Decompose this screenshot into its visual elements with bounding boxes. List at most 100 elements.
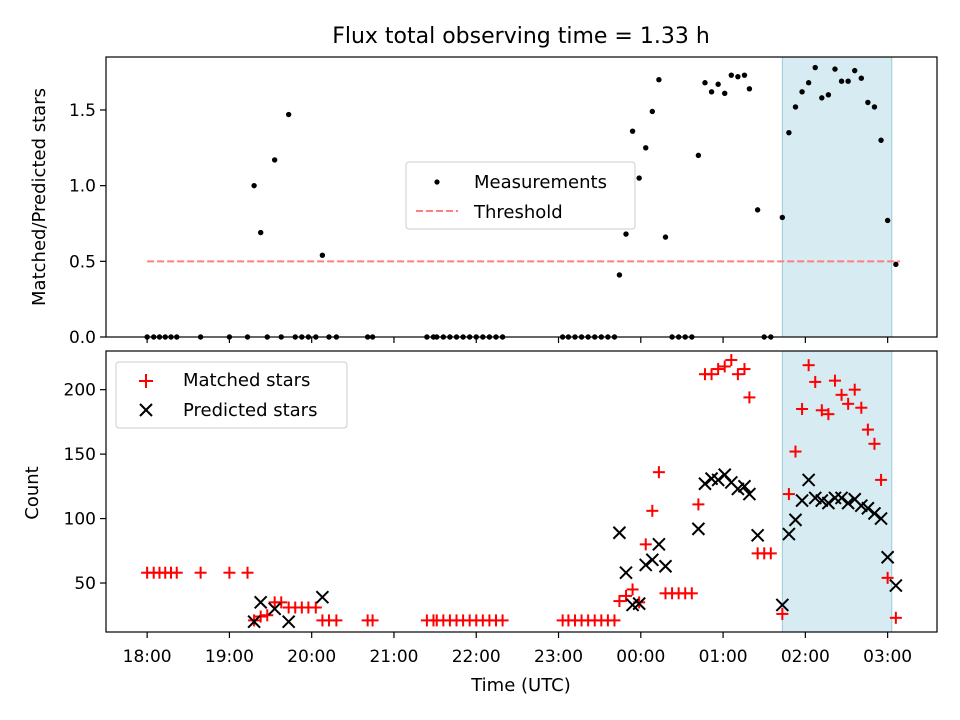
matched-star-point — [496, 614, 509, 627]
measurement-point — [754, 207, 761, 213]
matched-star-point — [789, 445, 802, 458]
matched-star-point — [828, 374, 841, 387]
predicted-star-point — [867, 506, 882, 521]
matched-star-point — [764, 547, 777, 560]
measurement-point — [741, 72, 748, 78]
x-tick-label: 23:00 — [534, 647, 583, 667]
matched-star-point — [170, 566, 183, 579]
measurement-point — [636, 175, 642, 181]
matched-star-point — [822, 408, 835, 421]
observing-window-shade — [781, 350, 893, 633]
predicted-star-point — [658, 559, 673, 573]
y-tick-label: 50 — [74, 574, 96, 594]
measurement-point — [792, 104, 799, 110]
predicted-star-point — [788, 513, 803, 527]
measurement-point — [656, 77, 662, 83]
top-axes-frame — [105, 56, 938, 338]
predicted-star-point — [691, 522, 706, 536]
matched-star-point — [868, 437, 881, 450]
y-tick-label: 1.0 — [69, 177, 96, 197]
predicted-star-point — [267, 602, 282, 616]
matched-star-point — [815, 404, 828, 417]
top-legend: Measurements Threshold — [405, 161, 636, 230]
predicted-star-point — [639, 558, 653, 572]
matched-star-point — [881, 571, 894, 584]
predicted-star-point — [315, 590, 330, 604]
legend-measurements-marker — [434, 179, 440, 185]
predicted-star-point — [889, 578, 903, 593]
x-axis-label: Time (UTC) — [470, 675, 571, 696]
x-tick-label: 18:00 — [123, 647, 172, 667]
top-x-ticks — [146, 337, 889, 343]
predicted-star-point — [281, 614, 296, 629]
predicted-star-point — [612, 526, 627, 540]
predicted-star-point — [253, 595, 268, 610]
bottom-y-axis-label: Count — [22, 466, 43, 519]
bottom-panel: 50 100 150 200 18:00 19:00 20:00 21:00 22:00 23:… — [22, 350, 938, 696]
predicted-star-point — [652, 537, 666, 552]
measurement-point — [825, 92, 832, 98]
y-tick-label: 200 — [64, 381, 96, 401]
matched-star-point — [731, 368, 744, 381]
measurement-point — [695, 152, 702, 159]
matched-star-point — [223, 566, 236, 579]
top-panel: 0.0 0.5 1.0 1.5 Matched/Predicted stars Mea… — [29, 56, 938, 348]
measurement-point — [702, 80, 708, 86]
matched-star-point — [613, 595, 626, 608]
predicted-star-point — [861, 501, 875, 515]
x-tick-label: 20:00 — [287, 647, 336, 667]
measurement-point — [838, 78, 845, 84]
matched-star-point — [718, 360, 731, 373]
legend-predicted-label: Predicted stars — [183, 400, 317, 421]
predicted-star-point — [750, 528, 765, 543]
top-y-axis: 0.0 0.5 1.0 1.5 — [69, 101, 106, 348]
measurement-point — [708, 89, 715, 95]
x-tick-label: 01:00 — [699, 647, 748, 667]
measurement-point — [865, 99, 871, 106]
measurement-point — [871, 104, 878, 110]
y-tick-label: 0.5 — [69, 252, 96, 272]
predicted-star-point — [632, 596, 646, 611]
matched-star-point — [639, 538, 652, 551]
matched-star-point — [889, 611, 902, 624]
x-tick-label: 00:00 — [616, 647, 665, 667]
predicted-star-point — [698, 477, 712, 491]
measurement-point — [649, 108, 656, 115]
measurement-point — [319, 252, 326, 258]
matched-star-point — [782, 488, 795, 501]
matched-star-point — [194, 566, 207, 579]
matched-star-point — [776, 607, 789, 620]
predicted-star-point — [737, 479, 752, 494]
matched-star-point — [725, 354, 738, 367]
matched-star-point — [330, 614, 343, 627]
measurement-point — [845, 78, 851, 84]
matched-star-point — [809, 375, 822, 388]
legend-predicted-marker — [139, 403, 153, 417]
legend-measurements-label: Measurements — [474, 172, 607, 193]
measurement-point — [257, 229, 264, 236]
predicted-star-point — [742, 487, 757, 501]
measurement-point — [643, 145, 649, 151]
matched-star-point — [796, 403, 809, 416]
matched-star-point — [646, 504, 659, 517]
matched-star-point — [652, 466, 665, 479]
predicted-star-point — [619, 565, 633, 580]
chart-title: Flux total observing time = 1.33 h — [332, 24, 710, 49]
measurement-point — [728, 72, 735, 78]
measurement-point — [251, 182, 257, 189]
measurement-point — [799, 89, 805, 95]
measurement-point — [271, 157, 278, 163]
measurement-point — [623, 231, 629, 237]
measurement-point — [285, 111, 292, 118]
matched-star-point — [626, 583, 639, 596]
matched-star-point — [254, 610, 267, 623]
predicted-star-point — [247, 614, 261, 629]
top-y-axis-label: Matched/Predicted stars — [29, 88, 50, 306]
matched-star-point — [875, 473, 888, 486]
matched-star-point — [309, 601, 322, 614]
y-tick-label: 100 — [64, 510, 96, 530]
measurement-point — [852, 67, 858, 74]
x-tick-label: 03:00 — [863, 647, 912, 667]
measurement-point — [832, 66, 838, 72]
